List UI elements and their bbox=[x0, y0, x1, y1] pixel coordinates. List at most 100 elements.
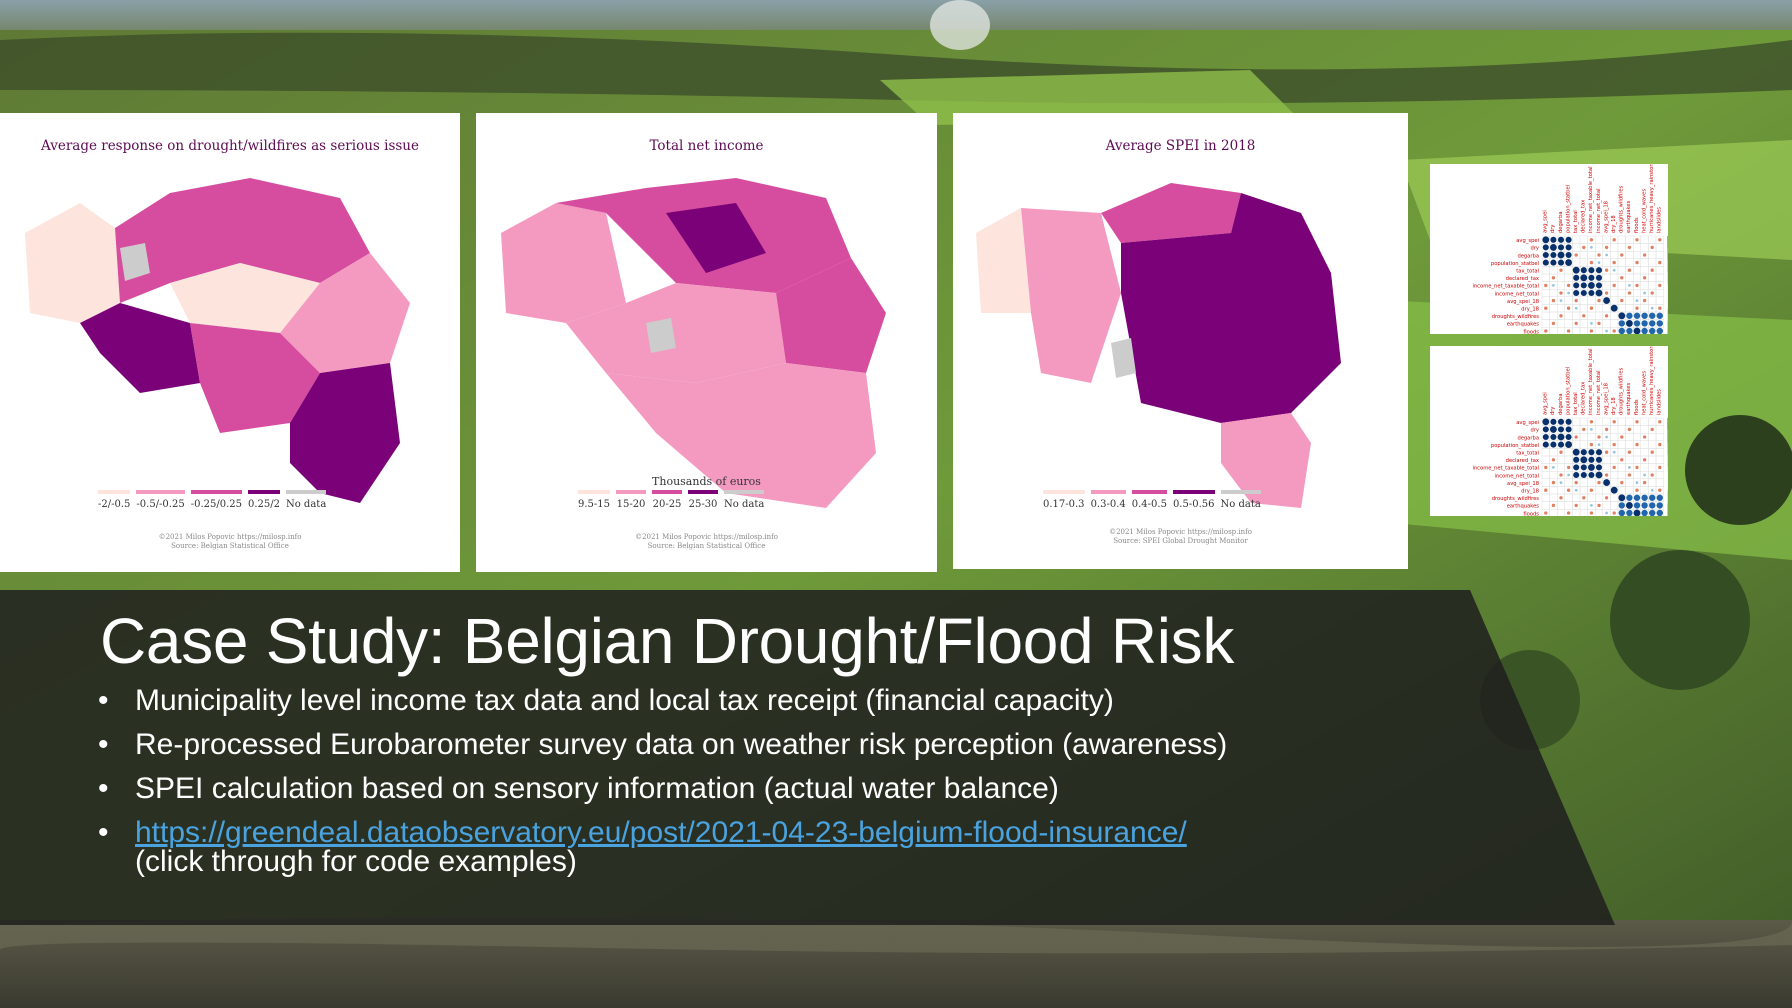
matrix-circle bbox=[1580, 456, 1588, 464]
matrix-cell bbox=[1610, 311, 1619, 320]
matrix-circle bbox=[1610, 304, 1618, 312]
matrix-circle bbox=[1650, 427, 1654, 432]
matrix-circle bbox=[1559, 481, 1563, 484]
matrix-circle bbox=[1597, 503, 1601, 508]
matrix-circle bbox=[1582, 427, 1586, 432]
legend-swatch bbox=[1220, 490, 1261, 494]
matrix-cell bbox=[1610, 296, 1619, 305]
matrix-col-label: degarba bbox=[1558, 211, 1564, 233]
matrix-circle bbox=[1656, 509, 1663, 516]
bullet-text: SPEI calculation based on sensory inform… bbox=[135, 772, 1059, 805]
legend-item: No data bbox=[285, 490, 327, 510]
bullet-marker: • bbox=[98, 816, 109, 849]
matrix-cell bbox=[1632, 448, 1641, 457]
legend-title: Thousands of euros bbox=[652, 475, 761, 488]
matrix-cell bbox=[1632, 243, 1641, 252]
matrix-circle bbox=[1641, 312, 1648, 319]
matrix-cell bbox=[1648, 273, 1657, 282]
matrix-cell bbox=[1572, 440, 1581, 449]
matrix-circle bbox=[1650, 450, 1654, 454]
text-banner-background bbox=[0, 590, 1615, 925]
map-legend: 0.17-0.3 0.3-0.4 0.4-0.5 0.5-0.56 No dat… bbox=[1040, 490, 1264, 510]
matrix-circle bbox=[1649, 320, 1656, 327]
map-credit: ©2021 Milos Popovic https://milosp.info … bbox=[0, 533, 460, 551]
matrix-cell bbox=[1564, 455, 1573, 464]
matrix-circle bbox=[1650, 306, 1654, 310]
belgium-choropleth-map bbox=[976, 183, 1341, 508]
matrix-row-label: avg_spei bbox=[1516, 420, 1539, 426]
matrix-cell bbox=[1556, 273, 1565, 282]
matrix-circle bbox=[1551, 458, 1556, 462]
matrix-circle bbox=[1641, 327, 1648, 334]
matrix-cell bbox=[1549, 486, 1558, 495]
matrix-circle bbox=[1627, 245, 1632, 250]
matrix-col-label: hurricanes_heavy_rainstorms bbox=[1649, 346, 1655, 415]
matrix-circle bbox=[1633, 327, 1641, 334]
bullet-link: • https://greendeal.dataobservatory.eu/po… bbox=[98, 816, 1227, 877]
matrix-circle bbox=[1566, 488, 1571, 492]
matrix-circle bbox=[1618, 494, 1626, 502]
matrix-circle bbox=[1544, 329, 1548, 333]
matrix-cell bbox=[1617, 258, 1626, 267]
matrix-circle bbox=[1618, 312, 1626, 320]
bullet-marker: • bbox=[98, 728, 109, 761]
matrix-circle bbox=[1580, 449, 1587, 456]
matrix-cell bbox=[1610, 501, 1619, 510]
matrix-circle bbox=[1580, 289, 1587, 297]
matrix-circle bbox=[1658, 488, 1662, 492]
matrix-circle bbox=[1649, 509, 1656, 516]
matrix-cell bbox=[1617, 304, 1626, 313]
legend-swatch bbox=[688, 490, 719, 494]
matrix-circle bbox=[1641, 502, 1648, 509]
matrix-cell bbox=[1602, 273, 1611, 282]
matrix-circle bbox=[1628, 284, 1631, 287]
matrix-cell bbox=[1594, 493, 1603, 502]
matrix-row-label: avg_spei_18 bbox=[1507, 481, 1539, 487]
matrix-circle bbox=[1542, 426, 1549, 433]
matrix-circle bbox=[1580, 464, 1587, 471]
legend-item: 9.5-15 bbox=[578, 490, 611, 510]
matrix-cell bbox=[1610, 425, 1619, 434]
matrix-circle bbox=[1656, 327, 1663, 334]
matrix-cell bbox=[1648, 440, 1657, 449]
matrix-circle bbox=[1574, 503, 1578, 508]
matrix-cell bbox=[1610, 250, 1619, 259]
correlation-matrix-thumbnail-1: avg_spei avg_spei dry dry degarba degarba popu… bbox=[1430, 164, 1668, 334]
legend-swatch bbox=[136, 490, 185, 494]
matrix-cell bbox=[1579, 319, 1588, 328]
region-north-core bbox=[666, 203, 766, 273]
matrix-circle bbox=[1625, 501, 1633, 509]
matrix-row-label: degarba bbox=[1517, 435, 1539, 441]
region-southeast bbox=[290, 363, 400, 503]
matrix-circle bbox=[1550, 259, 1557, 266]
matrix-circle bbox=[1633, 494, 1641, 501]
matrix-circle bbox=[1620, 298, 1624, 303]
matrix-circle bbox=[1574, 488, 1578, 492]
matrix-col-label: earthquakes bbox=[1626, 200, 1632, 233]
legend-label: 0.5-0.56 bbox=[1172, 499, 1215, 510]
matrix-cell bbox=[1564, 266, 1573, 275]
matrix-circle bbox=[1566, 465, 1571, 470]
matrix-cell bbox=[1602, 501, 1611, 510]
matrix-cell bbox=[1648, 281, 1657, 290]
matrix-cell bbox=[1648, 258, 1657, 267]
matrix-cell bbox=[1549, 326, 1558, 334]
map-panel-net-income: Total net income Thousands of euros 9.5-… bbox=[476, 113, 937, 572]
matrix-circle bbox=[1588, 274, 1595, 281]
legend-swatch bbox=[724, 490, 765, 494]
matrix-circle bbox=[1649, 502, 1656, 509]
legend-label: 25-30 bbox=[688, 499, 718, 510]
matrix-cell bbox=[1549, 508, 1558, 516]
matrix-circle bbox=[1603, 479, 1611, 487]
matrix-cell bbox=[1579, 501, 1588, 510]
matrix-cell bbox=[1541, 478, 1550, 487]
bullet-list: • Municipality level income tax data and … bbox=[98, 684, 1227, 884]
matrix-circle bbox=[1542, 433, 1549, 441]
post-link[interactable]: https://greendeal.dataobservatory.eu/pos… bbox=[135, 816, 1187, 849]
matrix-circle bbox=[1572, 266, 1580, 274]
matrix-circle bbox=[1590, 246, 1593, 249]
matrix-circle bbox=[1635, 283, 1639, 288]
map-title: Total net income bbox=[649, 138, 764, 154]
region-west-coast bbox=[976, 208, 1031, 313]
matrix-circle bbox=[1544, 283, 1548, 288]
